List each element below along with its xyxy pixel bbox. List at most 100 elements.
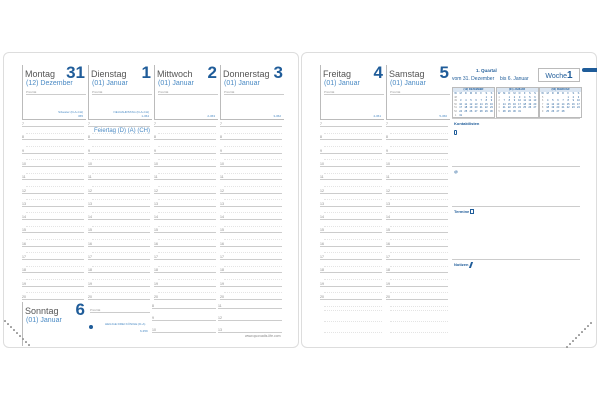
half-hour-row[interactable]	[390, 132, 448, 134]
half-hour-row[interactable]	[224, 252, 282, 254]
half-hour-row[interactable]	[224, 159, 282, 161]
half-hour-row[interactable]	[224, 265, 282, 267]
half-hour-row[interactable]	[158, 132, 216, 134]
half-hour-row[interactable]	[26, 278, 84, 280]
hour-row[interactable]: 12	[218, 316, 282, 321]
half-hour-row[interactable]	[224, 239, 282, 240]
hour-row[interactable]: 11	[88, 175, 150, 181]
hour-row[interactable]: 18	[154, 268, 216, 274]
half-hour-row[interactable]	[324, 199, 382, 201]
hour-row[interactable]: 13	[320, 202, 382, 207]
mini-calendar[interactable]: (02) FEBRUAR W M D M D F S S 5 1 2 3 6 4 5 6 7 8 9 10 7 11 12 13…	[539, 87, 582, 118]
half-hour-row[interactable]	[92, 185, 150, 187]
half-hour-row[interactable]	[224, 292, 282, 294]
hour-row[interactable]: 11	[320, 175, 382, 181]
hour-row[interactable]: 10	[386, 162, 448, 167]
hour-row[interactable]: 12	[220, 189, 282, 194]
hour-row[interactable]: 15	[220, 228, 282, 234]
half-hour-row[interactable]	[158, 265, 216, 267]
half-hour-row[interactable]	[26, 292, 84, 294]
hour-row[interactable]: 15	[22, 228, 84, 234]
half-hour-row[interactable]	[26, 132, 84, 134]
half-hour-row[interactable]	[26, 159, 84, 161]
mini-calendar[interactable]: (12) DEZEMBER W M D M D F S S 48 1 2 49 3 4 5 6 7 8 9 50 10 11…	[452, 87, 495, 118]
half-hour-row[interactable]	[92, 292, 150, 294]
hour-row[interactable]: 19	[88, 282, 150, 287]
half-hour-row[interactable]	[92, 252, 150, 254]
hour-row[interactable]: 17	[88, 255, 150, 260]
hour-row[interactable]: 17	[154, 255, 216, 260]
hour-row[interactable]: 12	[320, 189, 382, 194]
hour-row[interactable]: 18	[88, 268, 150, 274]
half-hour-row[interactable]	[158, 252, 216, 254]
half-hour-row[interactable]	[390, 239, 448, 240]
half-hour-row[interactable]	[390, 145, 448, 147]
hour-row[interactable]: 8	[152, 304, 216, 309]
half-hour-row[interactable]	[390, 159, 448, 161]
extra-row[interactable]	[390, 310, 448, 311]
half-hour-row[interactable]	[92, 225, 150, 227]
half-hour-row[interactable]	[324, 252, 382, 254]
hour-row[interactable]: 8	[88, 135, 150, 141]
hour-row[interactable]: 18	[220, 268, 282, 274]
half-hour-row[interactable]	[92, 212, 150, 214]
half-hour-row[interactable]	[26, 212, 84, 214]
hour-row[interactable]: 19	[386, 282, 448, 287]
half-hour-row[interactable]	[158, 278, 216, 280]
half-hour-row[interactable]	[224, 145, 282, 147]
hour-row[interactable]: 16	[88, 242, 150, 247]
hour-row[interactable]: 7	[320, 122, 382, 127]
hour-row[interactable]: 14	[22, 215, 84, 221]
half-hour-row[interactable]	[390, 185, 448, 187]
priority-field[interactable]: Priorität	[158, 90, 218, 95]
hour-row[interactable]: 7	[88, 122, 150, 127]
half-hour-row[interactable]	[390, 278, 448, 280]
hour-row[interactable]: 9	[220, 149, 282, 154]
extra-row[interactable]	[324, 332, 382, 333]
hour-row[interactable]: 20	[88, 295, 150, 300]
hour-row[interactable]: 15	[88, 228, 150, 234]
half-hour-row[interactable]	[390, 225, 448, 227]
hour-row[interactable]: 17	[220, 255, 282, 260]
half-hour-row[interactable]	[26, 145, 84, 147]
half-hour-row[interactable]	[224, 185, 282, 187]
half-hour-row[interactable]	[92, 265, 150, 267]
half-hour-row[interactable]	[224, 199, 282, 201]
hour-row[interactable]: 7	[22, 122, 84, 127]
hour-row[interactable]: 8	[320, 135, 382, 141]
hour-row[interactable]: 16	[22, 242, 84, 247]
hour-row[interactable]: 11	[154, 175, 216, 181]
priority-field[interactable]: Priorität	[224, 90, 284, 95]
hour-row[interactable]: 10	[22, 162, 84, 167]
half-hour-row[interactable]	[158, 212, 216, 214]
hour-row[interactable]: 7	[154, 122, 216, 127]
hour-row[interactable]: 13	[218, 328, 282, 333]
hour-row[interactable]: 16	[386, 242, 448, 247]
half-hour-row[interactable]	[158, 159, 216, 161]
half-hour-row[interactable]	[324, 185, 382, 187]
hour-row[interactable]: 20	[22, 295, 84, 300]
hour-row[interactable]: 16	[154, 242, 216, 247]
half-hour-row[interactable]	[158, 185, 216, 187]
half-hour-row[interactable]	[26, 185, 84, 187]
hour-row[interactable]: 18	[22, 268, 84, 274]
half-hour-row[interactable]	[324, 225, 382, 227]
hour-row[interactable]: 19	[154, 282, 216, 287]
hour-row[interactable]: 8	[154, 135, 216, 141]
half-hour-row[interactable]	[324, 239, 382, 240]
hour-row[interactable]: 7	[220, 122, 282, 127]
hour-row[interactable]: 15	[320, 228, 382, 234]
half-hour-row[interactable]	[324, 292, 382, 294]
half-hour-row[interactable]	[26, 172, 84, 174]
half-hour-row[interactable]	[92, 278, 150, 280]
hour-row[interactable]: 12	[386, 189, 448, 194]
hour-row[interactable]: 9	[320, 149, 382, 154]
half-hour-row[interactable]	[224, 225, 282, 227]
priority-field[interactable]: Priorität	[324, 90, 384, 95]
hour-row[interactable]: 16	[320, 242, 382, 247]
half-hour-row[interactable]	[26, 252, 84, 254]
half-hour-row[interactable]	[390, 212, 448, 214]
half-hour-row[interactable]	[26, 225, 84, 227]
half-hour-row[interactable]	[224, 132, 282, 134]
hour-row[interactable]: 11	[220, 175, 282, 181]
